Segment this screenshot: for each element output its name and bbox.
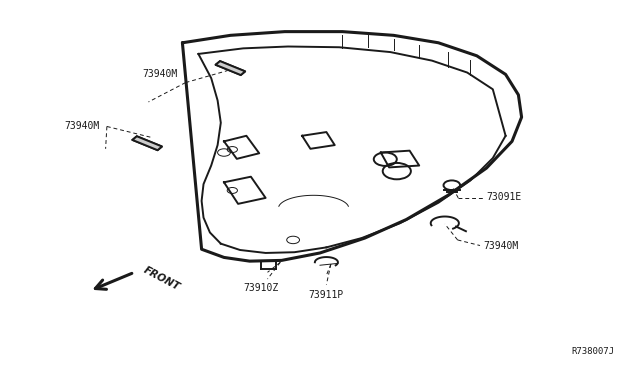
Text: 73091E: 73091E [486, 192, 522, 202]
Polygon shape [132, 136, 162, 150]
Polygon shape [216, 61, 245, 75]
Text: 73940M: 73940M [483, 241, 518, 250]
Text: R738007J: R738007J [572, 347, 614, 356]
Text: 73940M: 73940M [143, 70, 178, 79]
Text: FRONT: FRONT [142, 265, 182, 293]
Text: 73911P: 73911P [308, 290, 344, 300]
Text: 73940M: 73940M [64, 122, 99, 131]
Text: 73910Z: 73910Z [243, 283, 279, 294]
